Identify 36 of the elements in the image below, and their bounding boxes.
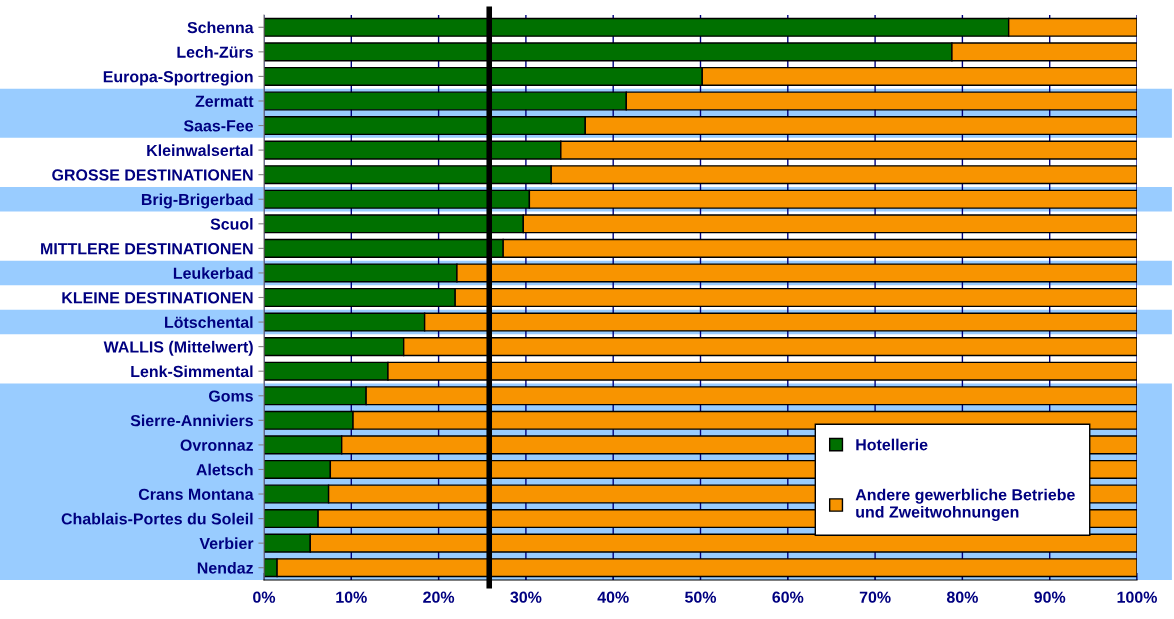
y-tick-label: Brig-Brigerbad (141, 193, 253, 209)
y-tick-label: Verbier (199, 537, 254, 550)
x-tick-label: 90% (1034, 591, 1066, 603)
x-tick-label: 0% (253, 591, 276, 603)
y-tick-label: Kleinwalsertal (147, 144, 253, 157)
y-tick-label: Lötschental (165, 316, 253, 329)
y-tick-label: Zermatt (195, 95, 254, 107)
y-tick-label: Crans Montana (138, 488, 254, 500)
x-tick-label: 10% (336, 591, 367, 603)
x-tick-label: 50% (685, 591, 717, 603)
y-tick-label: KLEINE DESTINATIONEN (62, 292, 253, 304)
y-tick-label: GROSSE DESTINATIONEN (52, 169, 253, 181)
x-tick-label: 20% (423, 591, 455, 603)
y-tick-label: Schenna (187, 21, 254, 34)
x-tick-label: 80% (946, 591, 978, 603)
y-tick-label: Sierre-Anniviers (130, 414, 253, 427)
y-tick-label: Chablais-Portes du Soleil (61, 512, 253, 525)
x-tick-label: 30% (510, 591, 542, 603)
x-tick-label: 60% (772, 591, 804, 603)
x-tick-label: 100% (1117, 591, 1158, 603)
y-tick-label: WALLIS (Mittelwert) (103, 340, 253, 356)
y-tick-label: Saas-Fee (183, 120, 254, 132)
y-tick-label: Aletsch (196, 463, 253, 476)
y-tick-label: Leukerbad (173, 267, 253, 279)
x-tick-label: 70% (859, 591, 891, 603)
y-tick-label: Goms (208, 390, 253, 402)
y-tick-label: Ovronnaz (180, 439, 254, 451)
y-tick-label: Nendaz (197, 561, 254, 574)
x-tick-label: 40% (597, 591, 629, 603)
y-tick-label: Europa-Sportregion (103, 70, 253, 86)
y-tick-label: Lenk-Simmental (131, 365, 253, 378)
y-tick-label: MITTLERE DESTINATIONEN (41, 243, 253, 255)
legend-label: Andere gewerbliche Betriebe und Zweitwohnungen (855, 488, 1075, 521)
y-tick-label: Lech-Zürs (177, 46, 253, 58)
legend-label: Hotellerie (856, 438, 928, 451)
y-tick-label: Scuol (210, 218, 253, 230)
